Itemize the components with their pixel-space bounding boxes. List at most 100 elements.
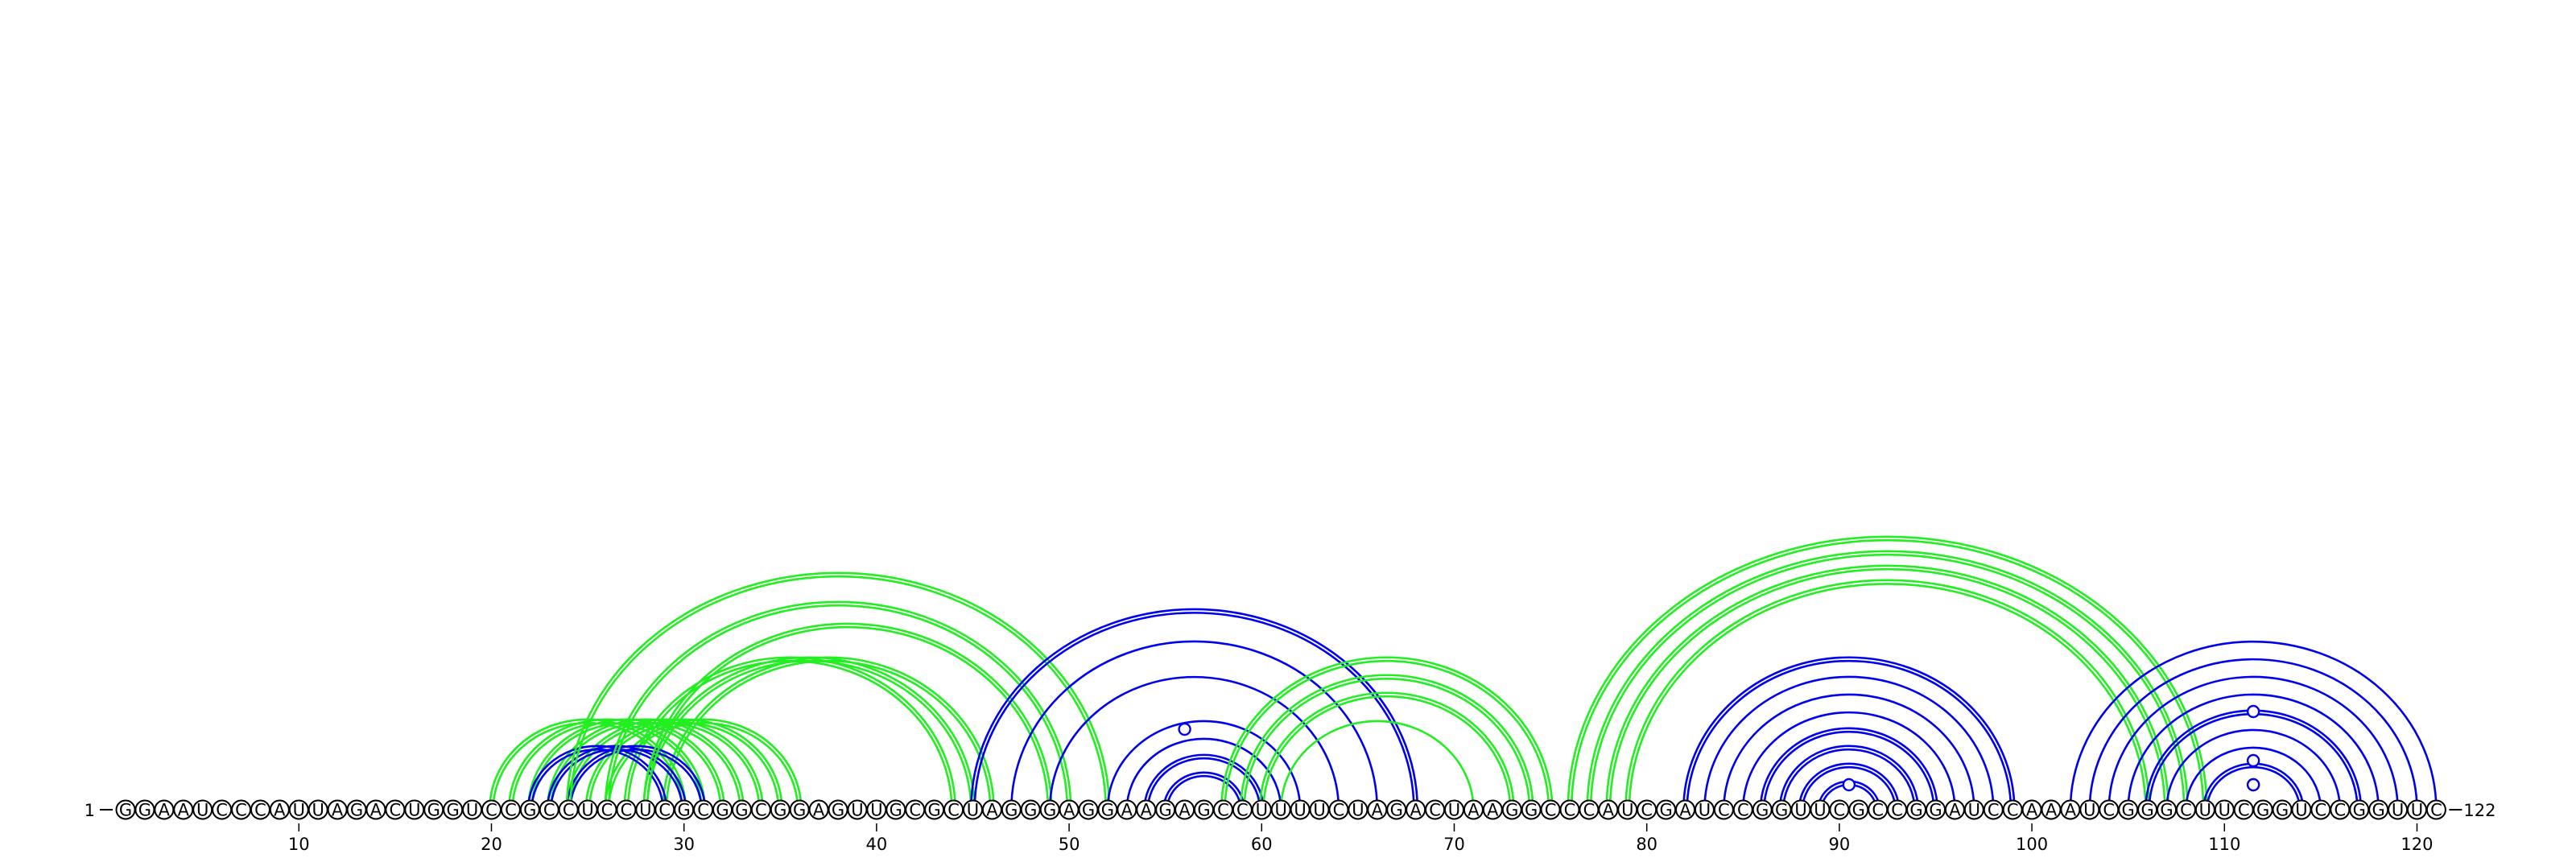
nucleotide-letter: C bbox=[390, 801, 402, 820]
base-pair-arc bbox=[588, 721, 780, 811]
nucleotide-letter: C bbox=[1737, 801, 1749, 820]
nucleotide-letter: G bbox=[446, 801, 459, 820]
nucleotide-letter: A bbox=[1949, 801, 1961, 820]
nucleotide-letter: G bbox=[793, 801, 806, 820]
base-pair-arc bbox=[526, 718, 726, 811]
tick-label: 80 bbox=[1636, 835, 1657, 854]
nucleotide-letter: C bbox=[1564, 801, 1576, 820]
base-pair-arc bbox=[1243, 677, 1531, 811]
nucleotide-letter: U bbox=[851, 801, 863, 820]
loop-marker bbox=[2246, 704, 2260, 719]
loop-marker bbox=[2246, 753, 2260, 768]
nucleotide-letter: A bbox=[1603, 801, 1615, 820]
nucleotide-letter: C bbox=[1641, 801, 1653, 820]
nucleotide-letter: G bbox=[2160, 801, 2173, 820]
base-pair-arc bbox=[584, 718, 783, 811]
nucleotide-letter: U bbox=[1294, 801, 1306, 820]
base-pair-arc bbox=[526, 745, 668, 811]
nucleotide-letter: U bbox=[639, 801, 651, 820]
base-pair-arc bbox=[607, 721, 799, 811]
nucleotide-letter: A bbox=[2046, 801, 2058, 820]
nucleotide-circle bbox=[2425, 799, 2446, 820]
nucleotide-letter: C bbox=[1217, 801, 1229, 820]
nucleotide-letter: A bbox=[1063, 801, 1075, 820]
nucleotide-letter: G bbox=[678, 801, 691, 820]
nucleotide-letter: G bbox=[927, 801, 940, 820]
nucleotide-letter: A bbox=[1141, 801, 1153, 820]
nucleotide-letter: A bbox=[986, 801, 998, 820]
base-pair-arc bbox=[2088, 658, 2418, 811]
nucleotide-letter: G bbox=[350, 801, 363, 820]
tick-label: 50 bbox=[1059, 835, 1080, 854]
nucleotide-letter: C bbox=[601, 801, 613, 820]
nucleotide-letter: C bbox=[755, 801, 767, 820]
nucleotide-letter: C bbox=[485, 801, 497, 820]
nucleotide-letter: G bbox=[832, 801, 844, 820]
loop-markers bbox=[1178, 704, 2260, 792]
base-pair-arc bbox=[569, 748, 703, 811]
nucleotide-letter: A bbox=[370, 801, 382, 820]
nucleotide-letter: G bbox=[2122, 801, 2135, 820]
base-pair-arc bbox=[1605, 564, 2170, 811]
base-pair-arc bbox=[1778, 745, 1920, 811]
base-pair-arc bbox=[662, 656, 995, 811]
nucleotide-letter: U bbox=[1448, 801, 1460, 820]
tick-label: 90 bbox=[1829, 835, 1851, 854]
base-pair-arc bbox=[1166, 774, 1242, 811]
base-pair-arc bbox=[565, 571, 1111, 811]
nucleotide-letter: G bbox=[1005, 801, 1018, 820]
nucleotide-letter: U bbox=[1275, 801, 1287, 820]
base-pair-arc bbox=[969, 608, 1419, 811]
nucleotide-letter: U bbox=[2199, 801, 2211, 820]
base-pair-arc bbox=[1162, 771, 1245, 811]
tick-label: 40 bbox=[866, 835, 888, 854]
base-pair-arc bbox=[569, 575, 1108, 811]
nucleotide-letter: U bbox=[1313, 801, 1325, 820]
nucleotide-letter: G bbox=[2256, 801, 2269, 820]
nucleotide-letter: C bbox=[1718, 801, 1730, 820]
base-pair-arc bbox=[2107, 675, 2399, 811]
base-pair-arc bbox=[973, 611, 1415, 811]
nucleotide-letter: C bbox=[1891, 801, 1903, 820]
nucleotide-letter: C bbox=[2007, 801, 2019, 820]
nucleotide-letter: U bbox=[1968, 801, 1980, 820]
nucleotide-letter: G bbox=[1043, 801, 1056, 820]
index-ticks: 10 20 30 40 50 60 70 80 90 100 110 120 bbox=[288, 823, 2434, 854]
nucleotide-letter: C bbox=[697, 801, 709, 820]
nucleotide-letter: C bbox=[1545, 801, 1557, 820]
base-pair-arc bbox=[1224, 659, 1550, 811]
base-pair-arc bbox=[530, 748, 664, 811]
nucleotide-letter: C bbox=[1988, 801, 2000, 820]
nucleotide-letter: A bbox=[1487, 801, 1499, 820]
nucleotide-letter: U bbox=[196, 801, 208, 820]
base-pair-arc bbox=[1682, 656, 2016, 811]
nucleotide-letter: U bbox=[1621, 801, 1633, 820]
base-pair-arc bbox=[1146, 757, 1261, 811]
nucleotide-letter: A bbox=[1121, 801, 1133, 820]
nucleotide-letter: C bbox=[2430, 801, 2442, 820]
loop-marker bbox=[1842, 778, 1856, 792]
nucleotide-letter: C bbox=[1429, 801, 1441, 820]
base-pair-arc bbox=[1741, 711, 1956, 811]
base-pair-arc bbox=[604, 718, 803, 811]
nucleotide-letter: A bbox=[1679, 801, 1691, 820]
nucleotide-letter: C bbox=[1583, 801, 1596, 820]
base-pair-arc bbox=[1220, 656, 1554, 811]
tick-label: 70 bbox=[1443, 835, 1465, 854]
base-pair-arc bbox=[665, 659, 992, 811]
base-pair-arc bbox=[2185, 746, 2322, 811]
nucleotide-letter: U bbox=[2411, 801, 2423, 820]
nucleotide-letter: C bbox=[543, 801, 555, 820]
nucleotide-letter: U bbox=[2392, 801, 2404, 820]
base-pair-arcs bbox=[488, 535, 2438, 811]
base-pair-arc bbox=[1628, 582, 2147, 811]
base-pair-arc bbox=[1010, 640, 1379, 811]
nucleotide-letter: G bbox=[2353, 801, 2366, 820]
nucleotide-letter: G bbox=[735, 801, 748, 820]
nucleotide-letter: C bbox=[2103, 801, 2115, 820]
nucleotide-letter: U bbox=[408, 801, 420, 820]
nucleotide-letter: G bbox=[1390, 801, 1403, 820]
nucleotide-letter: C bbox=[216, 801, 228, 820]
base-pair-arc bbox=[1586, 550, 2189, 811]
